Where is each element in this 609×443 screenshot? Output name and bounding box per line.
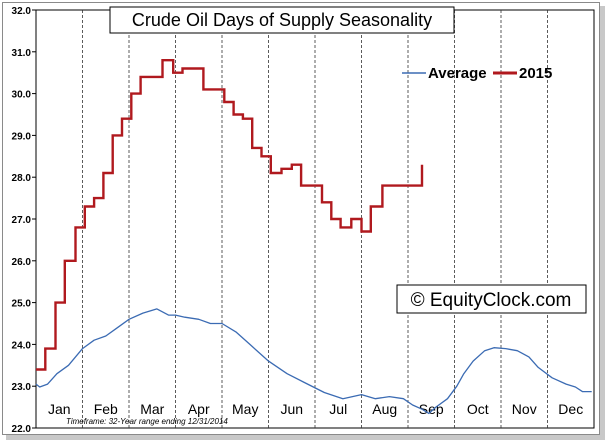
month-label-dec: Dec	[558, 401, 583, 417]
month-label-feb: Feb	[94, 401, 118, 417]
month-label-nov: Nov	[512, 401, 537, 417]
legend: Average 2015	[402, 65, 552, 82]
y-axis-ticks: 22.0 23.0 24.0 25.0 26.0 27.0 28.0 29.0 30.0 31.0…	[12, 6, 36, 435]
month-label-jan: Jan	[48, 401, 71, 417]
month-label-sep: Sep	[419, 401, 444, 417]
month-label-jul: Jul	[329, 401, 347, 417]
y-tick-label: 22.0	[12, 424, 32, 435]
watermark: © EquityClock.com	[411, 290, 572, 311]
series-line-2015	[36, 59, 424, 371]
y-tick-label: 30.0	[12, 90, 32, 101]
month-label-apr: Apr	[188, 401, 210, 417]
plot-area	[35, 9, 595, 429]
watermark-box	[396, 284, 587, 314]
y-tick-label: 27.0	[12, 215, 32, 226]
month-label-aug: Aug	[372, 401, 397, 417]
y-tick-label: 31.0	[12, 48, 32, 59]
month-label-may: May	[232, 401, 258, 417]
y-tick-label: 23.0	[12, 382, 32, 393]
month-label-oct: Oct	[467, 401, 489, 417]
y-tick-label: 32.0	[12, 6, 32, 17]
x-axis-month-labels: Jan Feb Mar Apr May Jun Jul Aug Sep Oct Nov Dec	[48, 401, 583, 417]
y-tick-label: 24.0	[12, 340, 32, 351]
title-box	[109, 6, 455, 34]
y-tick-label: 26.0	[12, 257, 32, 268]
y-tick-label: 28.0	[12, 173, 32, 184]
series-line-average	[35, 308, 592, 415]
series-group	[35, 59, 592, 415]
y-tick-label: 25.0	[12, 299, 32, 310]
chart-title: Crude Oil Days of Supply Seasonality	[132, 10, 432, 30]
frame-shadow-bottom	[6, 435, 605, 440]
timeframe-note: Timeframe: 32-Year range ending 12/31/20…	[66, 417, 228, 426]
y-tick-label: 29.0	[12, 131, 32, 142]
legend-label-2015: 2015	[519, 65, 552, 82]
month-label-mar: Mar	[140, 401, 164, 417]
month-label-jun: Jun	[280, 401, 303, 417]
legend-label-average: Average	[428, 65, 487, 82]
frame-shadow-right	[600, 6, 605, 439]
